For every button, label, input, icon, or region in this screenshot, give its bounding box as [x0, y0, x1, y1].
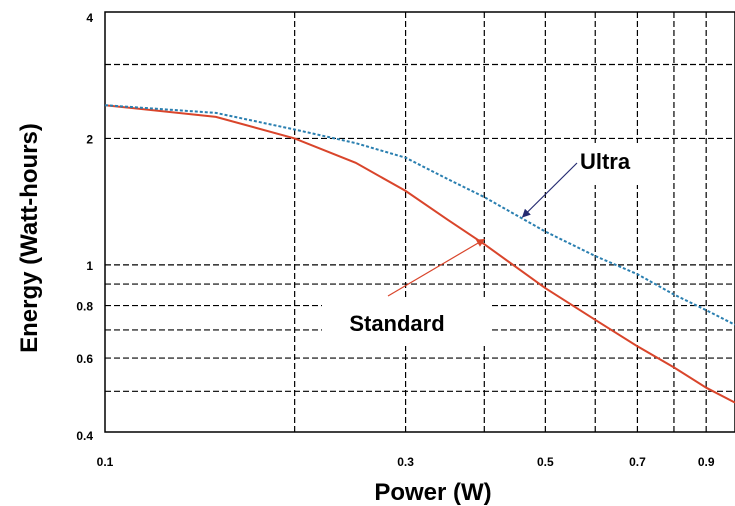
series-label-ultra: Ultra [580, 149, 631, 174]
y-tick-label: 0.4 [76, 429, 93, 443]
annotation-background [322, 298, 492, 346]
x-tick-label: 0.1 [97, 455, 114, 469]
gridlines [105, 12, 735, 432]
y-tick-label: 0.6 [76, 352, 93, 366]
annotations: Ultra Standard [322, 143, 659, 346]
y-axis-title: Energy (Watt-hours) [16, 123, 43, 353]
y-tick-label: 2 [86, 132, 93, 146]
x-tick-label: 0.3 [397, 455, 414, 469]
annotation-arrow [521, 162, 578, 218]
series-label-standard: Standard [349, 311, 444, 336]
y-tick-label: 4 [86, 11, 93, 25]
x-tick-label: 0.9 [698, 455, 715, 469]
annotation-arrow [387, 238, 486, 297]
x-axis-title: Power (W) [374, 479, 491, 506]
plot-frame [104, 11, 735, 433]
tick-labels: 0.1 0.3 0.5 0.7 0.9 0.4 0.6 0.8 1 2 4 [76, 11, 715, 469]
series-line-ultra [104, 104, 735, 326]
x-tick-label: 0.7 [629, 455, 646, 469]
x-tick-label: 0.5 [537, 455, 554, 469]
y-tick-label: 1 [86, 259, 93, 273]
y-tick-label: 0.8 [76, 300, 93, 314]
